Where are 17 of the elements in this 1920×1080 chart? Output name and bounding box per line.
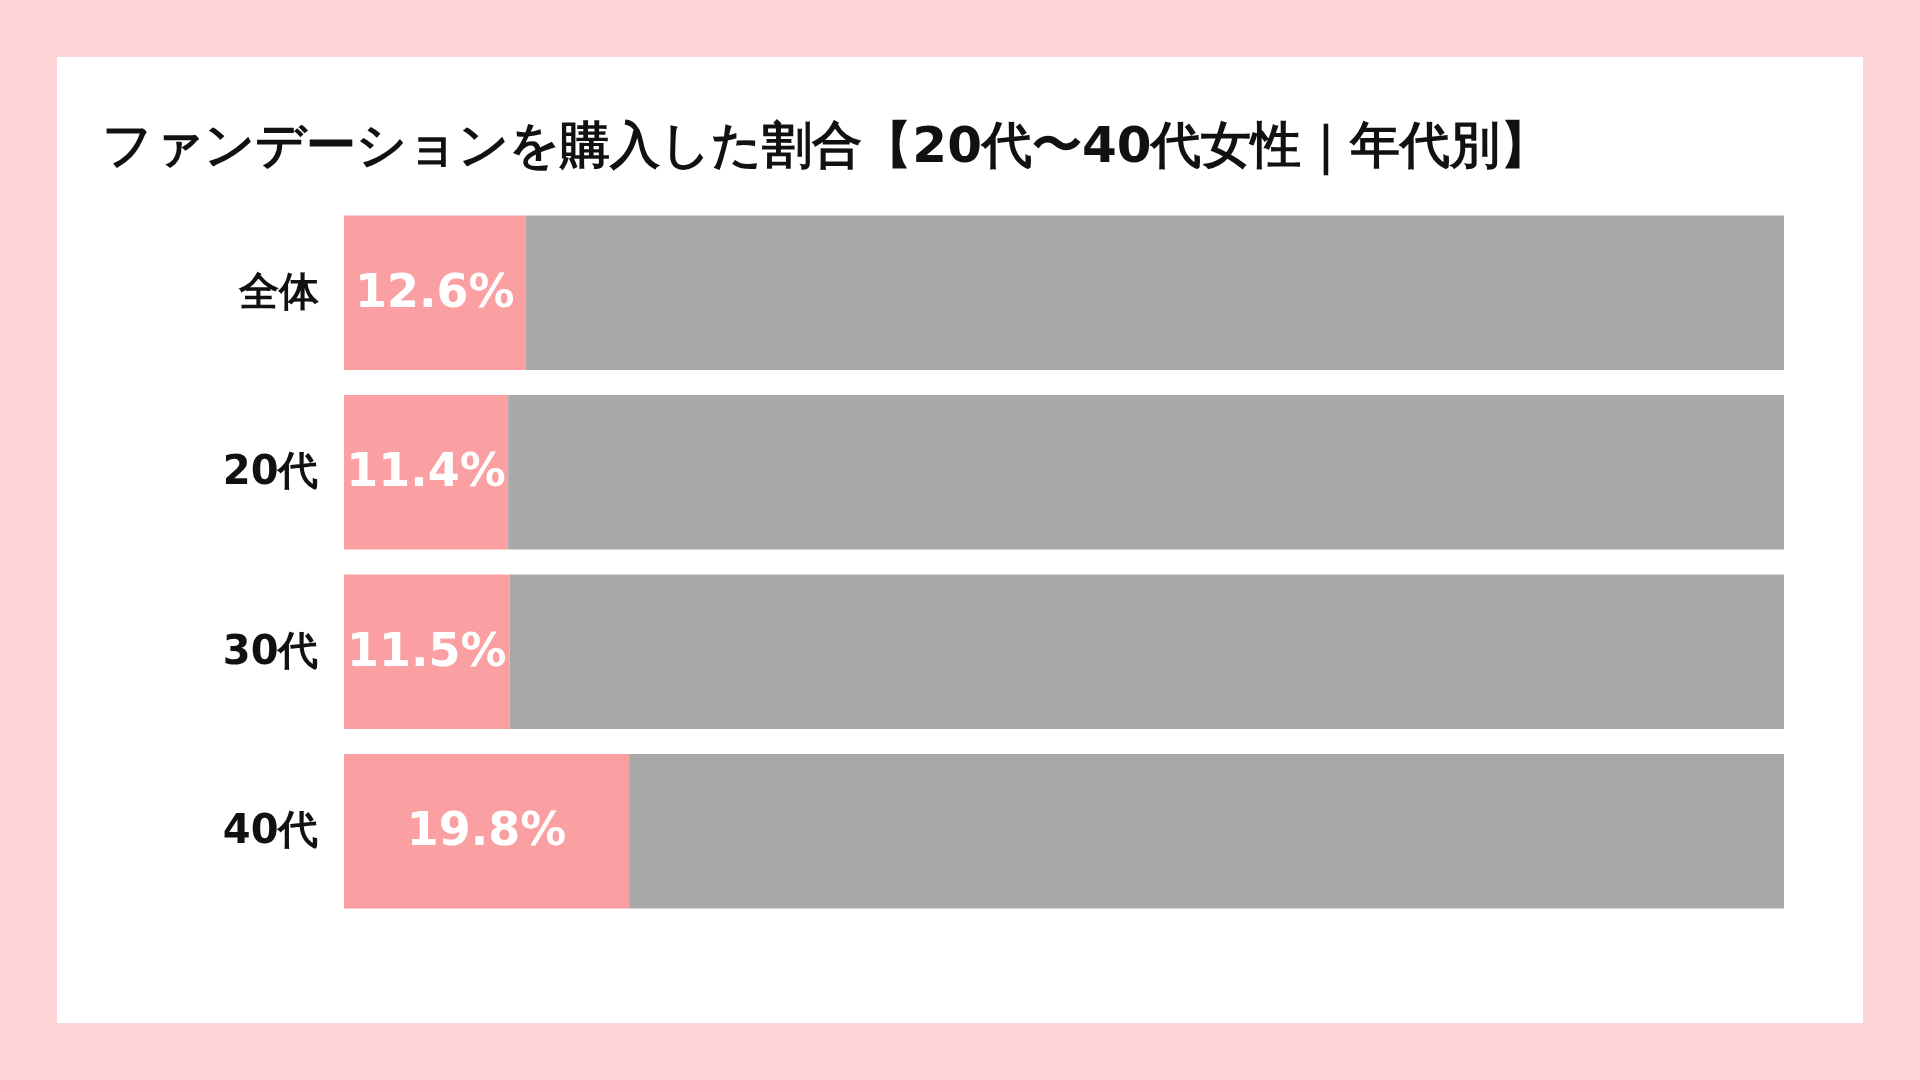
data-label: 11.5% xyxy=(347,622,507,677)
bar xyxy=(525,215,1784,370)
bar xyxy=(344,754,630,909)
y-tick-label: 30代 xyxy=(222,626,319,673)
bar xyxy=(509,574,1784,729)
bar xyxy=(344,215,526,370)
bar xyxy=(344,574,510,729)
bar xyxy=(344,395,509,550)
y-tick-label: 全体 xyxy=(237,267,320,314)
chart-title: ファンデーションを購入した割合【20代〜40代女性｜年代別】 xyxy=(102,116,1551,176)
bar xyxy=(629,754,1784,909)
data-label: 19.8% xyxy=(406,802,567,857)
data-label: 12.6% xyxy=(354,263,515,318)
bar xyxy=(508,395,1784,550)
y-tick-label: 20代 xyxy=(222,447,319,494)
y-tick-label: 40代 xyxy=(222,806,319,853)
data-label: 11.4% xyxy=(346,443,506,498)
